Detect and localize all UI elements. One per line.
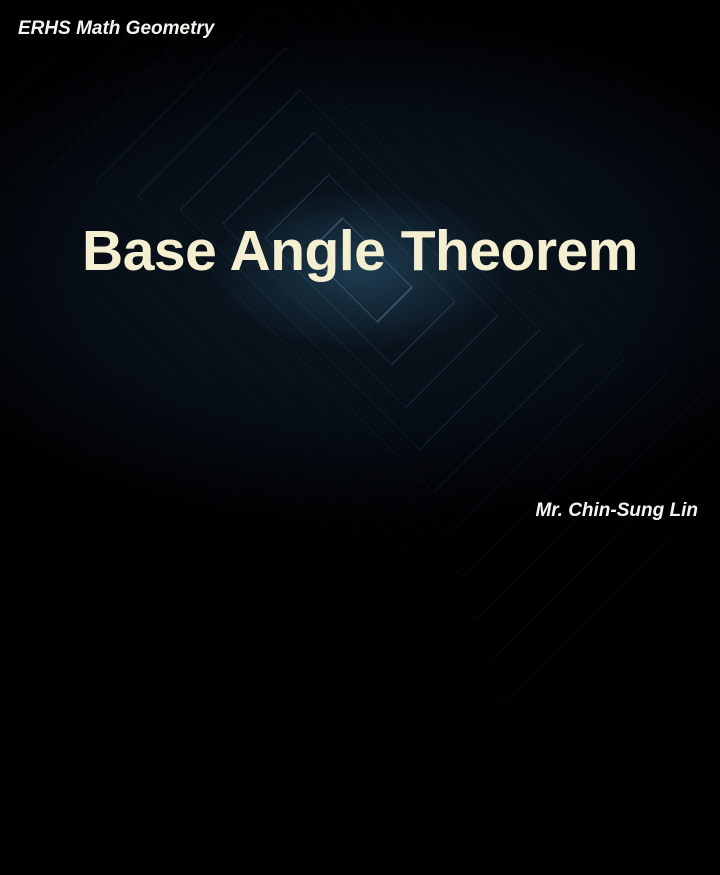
slide-title: Base Angle Theorem [0, 218, 720, 284]
course-header: ERHS Math Geometry [18, 18, 214, 40]
author-footer: Mr. Chin-Sung Lin [535, 500, 698, 522]
